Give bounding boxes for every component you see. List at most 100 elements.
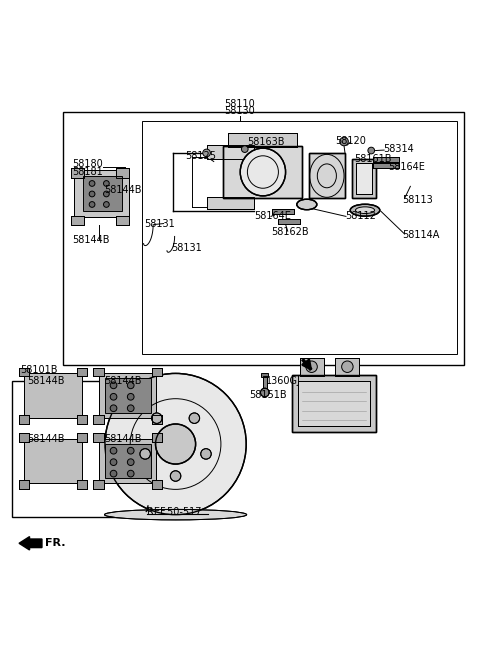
Text: 58112: 58112 bbox=[345, 212, 376, 221]
Bar bbox=[77, 415, 87, 424]
Circle shape bbox=[189, 413, 200, 424]
Bar bbox=[24, 439, 82, 483]
Circle shape bbox=[127, 405, 134, 412]
Bar bbox=[99, 439, 156, 483]
Bar bbox=[94, 368, 104, 376]
Text: 58314: 58314 bbox=[383, 144, 414, 154]
Circle shape bbox=[127, 459, 134, 465]
Circle shape bbox=[127, 471, 134, 477]
Text: 58164E: 58164E bbox=[388, 162, 425, 172]
Bar bbox=[94, 368, 104, 376]
Bar bbox=[74, 169, 129, 217]
Text: 58151B: 58151B bbox=[250, 390, 287, 401]
Text: 58144B: 58144B bbox=[104, 185, 142, 195]
Bar bbox=[292, 375, 376, 432]
Bar bbox=[223, 146, 302, 198]
Ellipse shape bbox=[356, 207, 374, 214]
Text: 58113: 58113 bbox=[402, 194, 433, 205]
Bar bbox=[116, 168, 129, 178]
Text: 58144B: 58144B bbox=[104, 376, 142, 386]
Bar bbox=[152, 415, 162, 424]
Bar bbox=[309, 153, 345, 198]
Circle shape bbox=[170, 471, 181, 481]
Bar bbox=[83, 177, 121, 211]
Circle shape bbox=[241, 146, 248, 152]
Bar bbox=[262, 374, 268, 377]
Bar bbox=[94, 415, 104, 424]
Bar bbox=[263, 376, 267, 387]
Bar bbox=[19, 368, 29, 376]
Bar bbox=[71, 216, 84, 225]
Circle shape bbox=[89, 202, 95, 208]
Text: 58161B: 58161B bbox=[355, 154, 392, 163]
Bar bbox=[152, 433, 162, 442]
Bar bbox=[336, 358, 360, 376]
Bar bbox=[152, 433, 162, 442]
Bar bbox=[300, 358, 324, 376]
Bar bbox=[77, 480, 87, 489]
Bar bbox=[24, 374, 82, 418]
Ellipse shape bbox=[240, 148, 286, 196]
Circle shape bbox=[156, 424, 196, 464]
Text: 58164E: 58164E bbox=[254, 211, 291, 221]
Bar bbox=[77, 480, 87, 489]
Circle shape bbox=[105, 374, 246, 515]
Bar bbox=[298, 380, 370, 426]
Bar bbox=[71, 216, 84, 225]
Bar bbox=[77, 368, 87, 376]
Circle shape bbox=[104, 181, 109, 186]
Bar bbox=[24, 439, 82, 483]
Bar bbox=[309, 153, 345, 198]
Circle shape bbox=[110, 459, 117, 465]
Bar bbox=[94, 480, 104, 489]
Bar bbox=[94, 433, 104, 442]
Circle shape bbox=[342, 361, 353, 372]
Bar bbox=[206, 197, 254, 210]
Bar bbox=[77, 433, 87, 442]
Circle shape bbox=[89, 181, 95, 186]
Bar bbox=[19, 368, 29, 376]
Bar bbox=[24, 374, 82, 418]
Bar bbox=[105, 378, 151, 413]
Bar bbox=[105, 444, 151, 478]
Circle shape bbox=[261, 388, 269, 397]
Text: 58144B: 58144B bbox=[28, 434, 65, 444]
Bar bbox=[19, 415, 29, 424]
Bar bbox=[300, 358, 324, 376]
Bar bbox=[292, 375, 376, 432]
Bar bbox=[99, 374, 156, 418]
Circle shape bbox=[110, 405, 117, 412]
Circle shape bbox=[89, 191, 95, 197]
Text: FR.: FR. bbox=[45, 538, 66, 548]
Circle shape bbox=[203, 149, 210, 157]
Bar bbox=[94, 480, 104, 489]
Bar bbox=[372, 157, 399, 161]
Bar bbox=[278, 219, 300, 223]
Circle shape bbox=[127, 382, 134, 389]
Bar bbox=[99, 374, 156, 418]
Circle shape bbox=[110, 447, 117, 454]
Bar bbox=[228, 133, 297, 147]
Bar bbox=[152, 480, 162, 489]
Bar bbox=[298, 380, 370, 426]
Bar bbox=[63, 113, 464, 365]
Circle shape bbox=[340, 137, 348, 146]
Bar bbox=[152, 368, 162, 376]
Circle shape bbox=[140, 449, 150, 459]
Circle shape bbox=[201, 449, 211, 459]
Bar bbox=[336, 358, 360, 376]
Bar bbox=[223, 146, 302, 198]
Bar bbox=[372, 163, 399, 168]
Bar bbox=[116, 168, 129, 178]
Bar bbox=[19, 415, 29, 424]
Text: 58144B: 58144B bbox=[104, 434, 142, 444]
Text: 58130: 58130 bbox=[225, 106, 255, 117]
Text: 58162B: 58162B bbox=[271, 227, 309, 237]
Bar bbox=[273, 210, 294, 214]
Ellipse shape bbox=[105, 509, 247, 520]
Bar bbox=[94, 415, 104, 424]
Bar bbox=[228, 133, 297, 147]
Text: 58144B: 58144B bbox=[28, 376, 65, 386]
Text: 58114A: 58114A bbox=[402, 231, 440, 241]
Text: 58180: 58180 bbox=[72, 159, 103, 169]
